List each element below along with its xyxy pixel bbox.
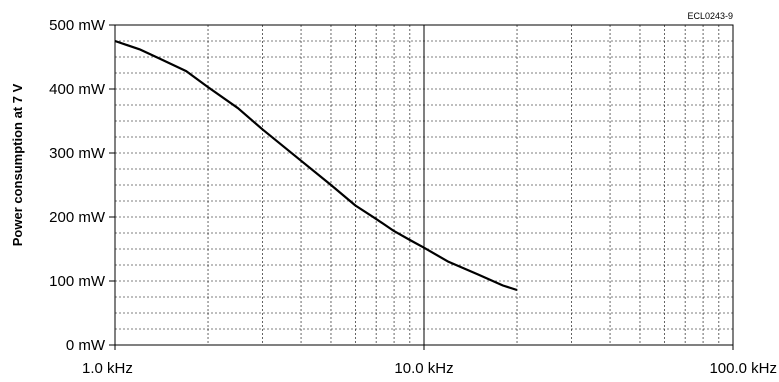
y-tick-label: 100 mW	[49, 273, 106, 290]
y-tick-label: 0 mW	[66, 337, 106, 354]
figure-code: ECL0243-9	[687, 11, 733, 21]
y-tick-label: 500 mW	[49, 17, 106, 34]
x-tick-label: 100.0 kHz	[709, 360, 777, 377]
x-tick-label: 1.0 kHz	[82, 360, 133, 377]
grid	[115, 25, 733, 345]
y-tick-label: 200 mW	[49, 209, 106, 226]
x-axis-ticks: 1.0 kHz 10.0 kHz 100.0 kHz	[82, 345, 777, 377]
series-group	[114, 39, 518, 292]
y-tick-label: 400 mW	[49, 81, 106, 98]
y-axis-ticks: 0 mW 100 mW 200 mW 300 mW 400 mW 500 mW	[49, 17, 115, 354]
x-tick-label: 10.0 kHz	[394, 360, 453, 377]
y-axis-label: Power consumption at 7 V	[10, 83, 25, 246]
y-tick-label: 300 mW	[49, 145, 106, 162]
series-line	[114, 39, 518, 292]
